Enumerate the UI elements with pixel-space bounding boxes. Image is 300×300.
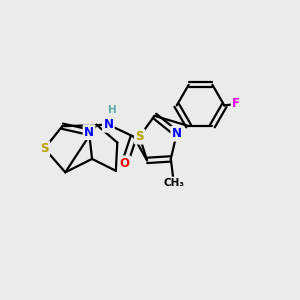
Text: N: N [84,126,94,139]
Text: N: N [172,127,182,140]
Text: S: S [135,130,144,143]
Text: H: H [109,105,117,115]
Text: F: F [232,98,240,110]
Text: O: O [120,157,130,170]
Text: N: N [103,118,113,131]
Text: CH₃: CH₃ [163,178,184,188]
Text: S: S [40,142,49,155]
